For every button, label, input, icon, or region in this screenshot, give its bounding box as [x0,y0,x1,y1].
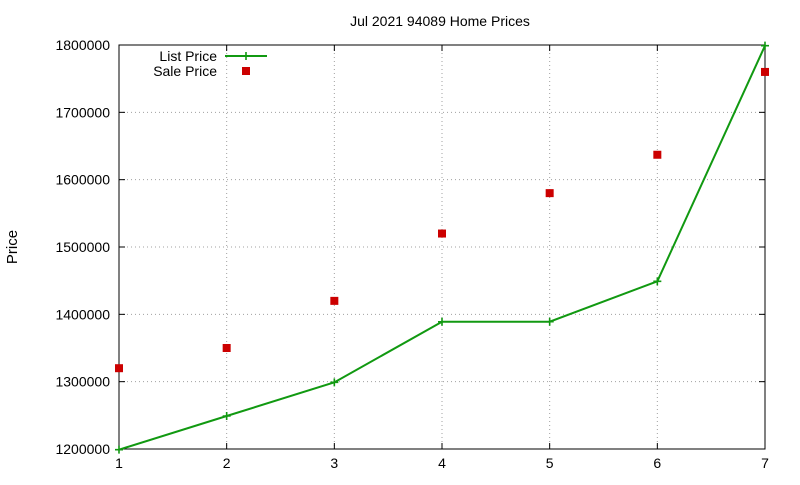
x-tick-label: 1 [115,455,123,471]
y-tick-label: 1500000 [55,239,110,255]
legend: List Price Sale Price [153,48,267,79]
y-axis-label: Price [4,230,21,264]
sale-price-point [438,229,446,238]
list-price-point [761,41,769,50]
list-price-point [115,445,123,454]
legend-swatch-list-price-marker [242,52,250,60]
legend-label-sale-price: Sale Price [153,63,217,79]
grid-layer [119,45,765,449]
list-price-point [330,378,339,387]
chart-title: Jul 2021 94089 Home Prices [350,13,530,29]
x-tick-label: 5 [546,455,554,471]
x-tick-label: 3 [330,455,338,471]
ticks-layer: 1 2 3 4 5 6 7 1200000 1300000 1400000 1500000 16000… [55,37,769,471]
x-tick-label: 6 [653,455,661,471]
list-price-point [545,317,554,326]
x-tick-label: 7 [761,455,769,471]
y-tick-label: 1600000 [55,172,110,188]
y-tick-label: 1400000 [55,306,110,322]
sale-price-point [545,189,554,198]
y-tick-label: 1800000 [55,37,110,53]
x-tick-label: 2 [223,455,231,471]
y-tick-label: 1700000 [55,104,110,120]
list-price-point [653,277,662,286]
y-tick-label: 1200000 [55,441,110,457]
sale-price-point [330,296,339,305]
y-tick-label: 1300000 [55,374,110,390]
sale-price-point [115,364,123,373]
legend-label-list-price: List Price [159,48,217,64]
list-price-point [222,412,231,421]
series-layer [115,41,769,454]
list-price-point [438,317,446,326]
legend-swatch-sale-price [242,67,250,75]
sale-price-point [761,67,769,76]
sale-price-point [653,150,662,159]
x-tick-label: 4 [438,455,446,471]
sale-price-point [222,344,231,352]
